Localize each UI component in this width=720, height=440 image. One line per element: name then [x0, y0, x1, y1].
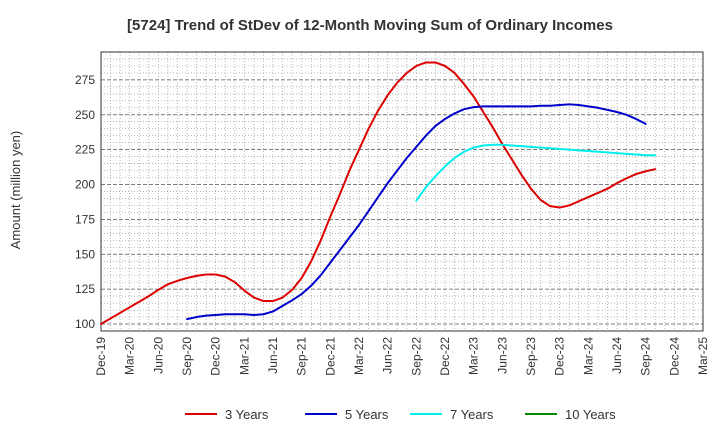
x-tick-label: Mar-25 [696, 337, 710, 375]
x-tick-label: Dec-20 [209, 337, 223, 376]
x-tick-label: Mar-21 [237, 337, 251, 375]
series-line-7-years [415, 143, 657, 202]
y-tick-label: 150 [75, 247, 95, 261]
plot-border [100, 51, 704, 332]
x-tick-label: Dec-23 [553, 337, 567, 376]
y-axis-label: Amount (million yen) [8, 131, 23, 250]
legend-label: 3 Years [225, 407, 269, 422]
y-tick-label: 225 [75, 143, 95, 157]
x-tick-label: Mar-20 [123, 337, 137, 375]
x-tick-label: Jun-21 [266, 337, 280, 374]
plot-area: 100 125 150 175 200 225 250 275 Dec-19 Mar-20 Jun-… [75, 51, 710, 376]
series-line-5-years [186, 103, 647, 321]
x-tick-label: Dec-22 [438, 337, 452, 376]
x-tick-label: Dec-24 [667, 337, 681, 376]
x-tick-label: Jun-20 [151, 337, 165, 374]
x-tick-label: Mar-24 [581, 337, 595, 375]
x-tick-label: Jun-24 [610, 337, 624, 374]
x-tick-label: Jun-22 [381, 337, 395, 374]
x-tick-label: Sep-22 [409, 337, 423, 376]
x-tick-label: Mar-22 [352, 337, 366, 375]
x-tick-label: Sep-21 [295, 337, 309, 376]
x-tick-label: Mar-23 [467, 337, 481, 375]
legend-label: 7 Years [450, 407, 494, 422]
x-tick-label: Jun-23 [495, 337, 509, 374]
y-tick-label: 125 [75, 282, 95, 296]
x-tick-label: Sep-24 [639, 337, 653, 376]
y-tick-label: 200 [75, 178, 95, 192]
y-tick-label: 275 [75, 73, 95, 87]
x-tick-label: Sep-23 [524, 337, 538, 376]
y-tick-label: 100 [75, 317, 95, 331]
x-tick-label: Dec-19 [94, 337, 108, 376]
x-tick-label: Sep-20 [180, 337, 194, 376]
series-line-3-years [100, 61, 657, 326]
y-tick-label: 175 [75, 212, 95, 226]
legend-label: 10 Years [565, 407, 616, 422]
legend: 3 Years 5 Years 7 Years 10 Years [185, 407, 616, 422]
x-tick-label: Dec-21 [323, 337, 337, 376]
chart-title: [5724] Trend of StDev of 12-Month Moving… [127, 17, 613, 34]
legend-label: 5 Years [345, 407, 389, 422]
y-tick-label: 250 [75, 108, 95, 122]
